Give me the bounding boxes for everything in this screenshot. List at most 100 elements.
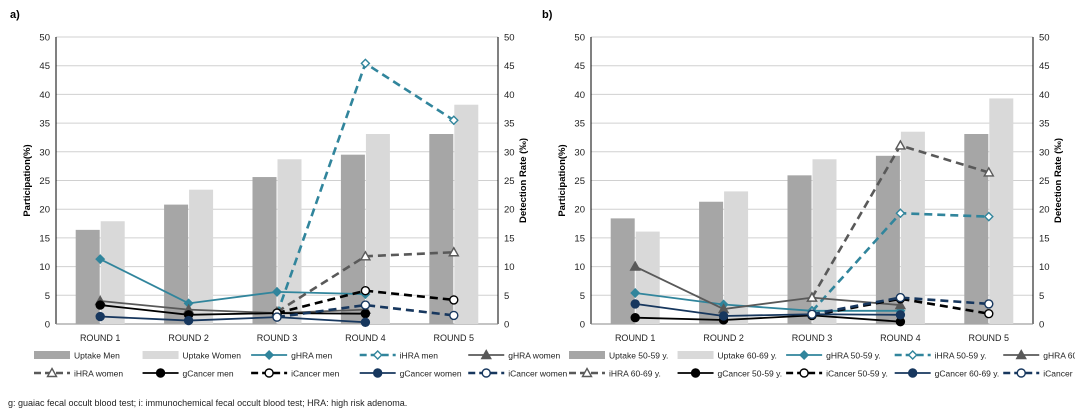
x-tick-label: ROUND 1 [80,333,121,343]
legend-label: iCancer 50-59 y. [826,369,888,379]
point-icancer-60-69-y [807,309,817,319]
legend-marker [799,350,810,360]
legend-item-ihra-men: iHRA men [359,350,438,361]
legend-marker [372,350,383,360]
point-gcancer-women [183,315,194,326]
bar-uptake-men [75,229,100,324]
point-gcancer-women [360,317,371,327]
x-tick-label: ROUND 2 [703,333,744,343]
y-tick-label: 40 [39,90,50,101]
panel-label: b) [542,9,553,21]
y-tick-label: 15 [574,233,585,244]
y-tick-label: 5 [580,291,585,302]
point-gcancer-50-59-y [630,312,640,323]
legend-marker [1016,368,1026,378]
y2-tick-label: 15 [504,233,515,244]
y-tick-label: 20 [39,205,50,216]
legend-item-ihra-50-59-y: iHRA 50-59 y. [894,350,986,361]
bar-uptake-60-69-y [989,98,1014,324]
y-tick-label: 35 [574,119,585,130]
legend-marker [1015,349,1027,360]
chart-panel-b: b) 0 0 5 5 10 10 15 15 20 20 25 25 30 30 35 35 40 40 45 45 50… [542,9,1075,379]
legend-label: Uptake 60-69 y. [718,351,777,361]
bar-uptake-60-69-y [724,191,749,324]
legend-marker [581,367,593,378]
bar-uptake-50-59-y [875,155,900,324]
y2-tick-label: 50 [1039,33,1050,44]
line-ghra-60-69-y [634,265,901,311]
legend-item-gcancer-men: gCancer men [142,368,234,379]
point-icancer-men [449,295,459,305]
point-ghra-men [272,286,282,297]
y-tick-label: 30 [574,147,585,158]
legend-swatch [142,351,179,359]
y-tick-label: 50 [39,33,50,44]
legend-marker [264,368,274,378]
legend-swatch [677,351,714,359]
y2-axis-title: Detection Rate (‰) [1053,138,1064,223]
legend-label: iCancer men [291,369,339,379]
legend-marker [264,350,275,360]
point-ihra-women [359,250,372,261]
y2-tick-label: 35 [1039,119,1050,130]
y-tick-label: 35 [39,119,50,130]
y-tick-label: 20 [574,205,585,216]
point-ghra-60-69-y [894,299,907,310]
point-icancer-men [360,286,371,296]
y-axis-title: Participation(%) [557,144,568,216]
point-ghra-60-69-y [629,260,641,271]
legend-label: iHRA women [74,369,123,379]
legend-item-uptake-50-59-y: Uptake 50-59 y. [569,351,668,361]
point-icancer-60-69-y [895,292,906,303]
line-icancer-women [276,303,454,319]
bar-uptake-60-69-y [635,231,660,324]
y-tick-label: 25 [39,176,50,187]
point-gcancer-men [95,300,105,310]
legend-item-gcancer-60-69-y: gCancer 60-69 y. [894,368,999,379]
y2-tick-label: 25 [1039,176,1050,187]
y2-tick-label: 20 [1039,205,1050,216]
line-gcancer-60-69-y [635,303,901,317]
legend-marker [481,368,491,378]
point-ihra-60-69-y [894,139,907,150]
y-tick-label: 0 [580,320,585,331]
footnote: g: guaiac fecal occult blood test; i: im… [8,398,408,408]
legend-item-uptake-men: Uptake Men [34,351,120,361]
point-ihra-men [360,58,371,69]
y2-tick-label: 5 [504,291,509,302]
bar-uptake-women [454,104,479,325]
legend-item-gcancer-50-59-y: gCancer 50-59 y. [677,368,782,379]
legend-marker [480,349,492,360]
line-ghra-men [99,258,366,305]
y-tick-label: 10 [574,262,585,273]
x-tick-label: ROUND 2 [168,333,209,343]
y2-tick-label: 5 [1039,291,1044,302]
y2-tick-label: 40 [504,90,515,101]
point-ihra-women [448,246,460,257]
legend-item-ghra-women: gHRA women [468,349,560,361]
x-tick-label: ROUND 3 [257,333,298,343]
legend-item-ghra-men: gHRA men [251,350,332,361]
point-ihra-50-59-y [983,211,994,222]
point-icancer-women [272,312,282,322]
legend-label: gHRA men [291,351,332,361]
point-icancer-60-69-y [984,299,994,309]
y2-tick-label: 20 [504,205,515,216]
legend-label: iCancer 60-69 y. [1043,369,1075,379]
y-tick-label: 10 [39,262,50,273]
legend-item-gcancer-women: gCancer women [359,368,462,379]
point-ihra-men [448,115,459,126]
legend-item-icancer-women: iCancer women [468,368,568,379]
point-icancer-50-59-y [984,308,994,319]
y-tick-label: 40 [574,90,585,101]
legend-swatch [34,351,70,359]
y2-tick-label: 30 [1039,147,1050,158]
bar-uptake-men [340,154,365,324]
legend-swatch [569,351,605,359]
legend-item-icancer-60-69-y: iCancer 60-69 y. [1003,368,1075,379]
line-ghra-women [100,300,366,314]
point-gcancer-60-69-y [718,311,729,321]
bar-uptake-50-59-y [964,134,989,324]
legend-item-uptake-60-69-y: Uptake 60-69 y. [677,351,777,361]
